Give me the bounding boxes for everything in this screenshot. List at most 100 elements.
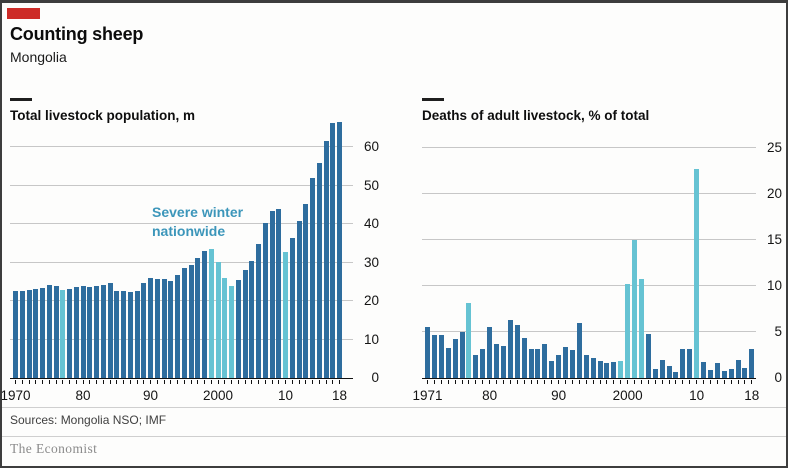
gridline-20 <box>10 300 353 301</box>
x-axis-tick-1993 <box>170 380 172 384</box>
x-axis-tick-2015 <box>318 380 320 384</box>
bar-1989 <box>549 361 555 378</box>
x-axis-tick-1973 <box>35 380 37 384</box>
chart-title-left: Total livestock population, m <box>10 108 196 123</box>
bar-1998 <box>611 362 617 378</box>
y-axis-label-25: 25 <box>766 140 782 155</box>
bar-1977 <box>60 290 66 378</box>
bar-1974 <box>40 287 45 378</box>
x-axis-tick-1975 <box>454 380 456 384</box>
panel-dash <box>10 98 32 101</box>
bar-2007 <box>673 371 679 378</box>
x-axis-tick-1980 <box>82 380 84 384</box>
annotation-line-1: Severe winter <box>152 204 244 221</box>
x-axis-tick-1983 <box>509 380 511 384</box>
bar-1970 <box>13 291 18 378</box>
x-axis-label-80: 80 <box>482 388 498 403</box>
annotation-line-2: nationwide <box>152 223 226 240</box>
x-axis-tick-2008 <box>271 380 273 384</box>
x-axis-tick-2009 <box>689 380 691 384</box>
bar-1995 <box>590 357 596 378</box>
x-axis-label-10: 10 <box>689 388 705 403</box>
bar-1990 <box>148 278 153 378</box>
x-axis-tick-1996 <box>190 380 192 384</box>
x-axis-tick-1994 <box>585 380 587 384</box>
chart-panel-livestock-population: Total livestock population, m Severe win… <box>2 95 390 403</box>
y-axis-label-0: 0 <box>774 370 782 385</box>
x-axis-tick-1984 <box>516 380 518 384</box>
bar-1988 <box>134 291 140 378</box>
bar-1980 <box>80 286 86 378</box>
bar-1998 <box>202 251 207 378</box>
x-axis-tick-1989 <box>551 380 553 384</box>
x-axis-tick-2018 <box>751 380 753 384</box>
bar-1981 <box>494 343 499 378</box>
gridline-15 <box>422 239 756 240</box>
page-subtitle: Mongolia <box>10 49 67 65</box>
bar-1981 <box>87 286 93 378</box>
bar-1988 <box>542 343 548 378</box>
sources-note: Sources: Mongolia NSO; IMF <box>10 413 167 427</box>
bar-2005 <box>659 359 665 378</box>
bar-2004 <box>242 270 248 378</box>
x-axis-tick-2005 <box>661 380 663 384</box>
bar-2016 <box>323 141 329 378</box>
gridline-25 <box>422 147 756 148</box>
x-axis-tick-2012 <box>298 380 300 384</box>
bar-1971 <box>425 327 430 378</box>
economist-red-tag <box>7 8 40 19</box>
x-axis-tick-2000 <box>627 380 629 384</box>
bar-2000 <box>625 284 631 378</box>
x-axis-tick-1987 <box>129 380 131 384</box>
x-axis-tick-1983 <box>102 380 104 384</box>
x-axis-tick-1976 <box>461 380 463 384</box>
bar-1983 <box>100 284 106 378</box>
y-axis-label-15: 15 <box>766 232 782 247</box>
bar-2012 <box>296 220 302 378</box>
gridline-5 <box>422 331 756 332</box>
x-axis-tick-1988 <box>136 380 138 384</box>
severe-winter-annotation: Severe winter nationwide <box>152 203 243 241</box>
bar-1978 <box>473 355 479 378</box>
x-axis-tick-2002 <box>640 380 642 384</box>
x-axis-tick-2000 <box>217 380 219 384</box>
x-axis-tick-1995 <box>183 380 185 384</box>
y-axis-label-5: 5 <box>774 324 782 339</box>
bar-1995 <box>181 267 187 378</box>
bar-2014 <box>721 370 727 378</box>
x-axis-label-90: 90 <box>142 388 159 403</box>
x-axis-tick-1988 <box>544 380 546 384</box>
x-axis-label-1971: 1971 <box>412 388 443 403</box>
x-axis-tick-2013 <box>305 380 307 384</box>
x-axis-tick-1995 <box>592 380 594 384</box>
bar-2018 <box>749 348 755 378</box>
bar-1989 <box>141 282 147 378</box>
x-axis-tick-1997 <box>606 380 608 384</box>
bar-1978 <box>67 288 72 378</box>
x-axis-tick-1977 <box>62 380 64 384</box>
footer-divider-brand <box>2 436 786 437</box>
x-axis-tick-1977 <box>468 380 470 384</box>
bar-2010 <box>283 252 288 378</box>
footer-divider-top <box>2 407 786 408</box>
bar-2012 <box>707 369 713 378</box>
page-title: Counting sheep <box>10 24 144 44</box>
x-axis-tick-2008 <box>682 380 684 384</box>
bar-1991 <box>154 279 160 378</box>
bar-1975 <box>46 285 52 378</box>
bar-2003 <box>235 280 241 378</box>
bar-1990 <box>556 355 562 378</box>
x-axis-tick-1971 <box>21 380 23 384</box>
bar-2001 <box>632 240 637 378</box>
bar-1972 <box>431 334 437 378</box>
bar-2002 <box>229 286 234 378</box>
bar-2014 <box>310 178 315 378</box>
x-axis-tick-2004 <box>654 380 656 384</box>
bar-2008 <box>680 348 686 378</box>
bar-1992 <box>569 350 575 378</box>
gridline-50 <box>10 184 353 186</box>
bar-1973 <box>33 289 39 378</box>
x-axis-tick-1978 <box>475 380 477 384</box>
x-axis-tick-2010 <box>285 380 286 384</box>
x-axis-tick-2011 <box>703 380 704 384</box>
